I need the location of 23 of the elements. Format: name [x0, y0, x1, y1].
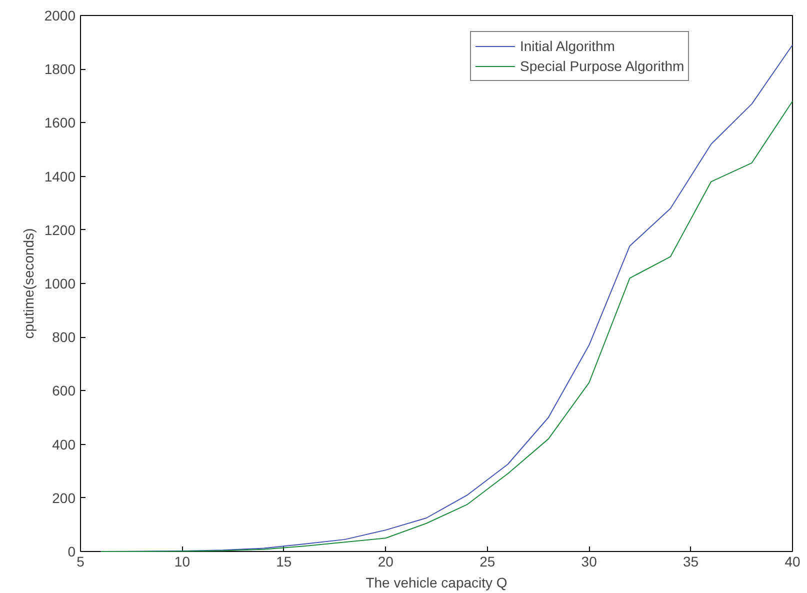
x-tick-label: 35 [683, 554, 699, 570]
y-tick-label: 2000 [44, 8, 76, 24]
y-tick-label: 1200 [44, 222, 76, 238]
x-tick-label: 15 [276, 554, 292, 570]
x-tick-label: 20 [378, 554, 394, 570]
y-tick-label: 1600 [44, 114, 76, 131]
y-tick-label: 800 [52, 329, 76, 346]
x-tick-label: 40 [784, 554, 800, 570]
x-tick-label: 5 [76, 554, 85, 570]
x-tick-label: 30 [581, 554, 598, 570]
y-tick-label: 200 [52, 490, 76, 506]
legend-label: Initial Algorithm [520, 38, 615, 54]
y-tick-label: 1800 [44, 61, 76, 78]
y-tick-label: 600 [52, 382, 76, 399]
y-tick-label: 400 [52, 436, 76, 452]
y-tick-label: 1400 [44, 168, 76, 184]
y-tick-label: 0 [68, 544, 76, 560]
x-axis-title: The vehicle capacity Q [366, 574, 508, 590]
x-tick-label: 10 [174, 554, 190, 570]
x-tick-label: 25 [480, 554, 496, 570]
y-axis-title: cputime(seconds) [20, 228, 36, 339]
y-tick-label: 1000 [44, 276, 76, 292]
legend-label: Special Purpose Algorithm [520, 58, 684, 74]
